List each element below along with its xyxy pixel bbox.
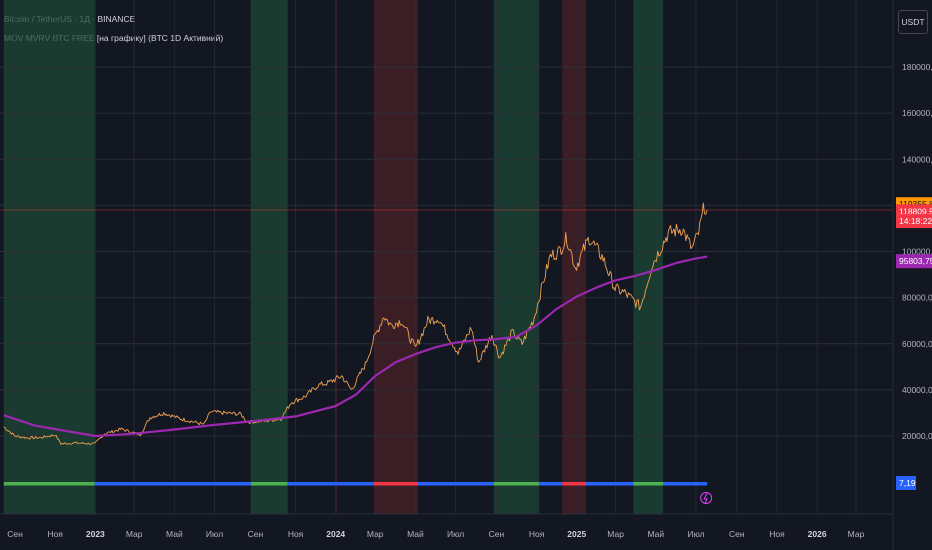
moving-average-series xyxy=(3,255,708,438)
price-tag-label: 14:18:22 xyxy=(899,216,932,226)
strip-tag-label: 7,19 xyxy=(899,478,916,488)
x-tick-label: Ноя xyxy=(47,529,63,539)
signal-strip xyxy=(3,482,713,504)
series-layer xyxy=(3,202,708,445)
indicator-title[interactable]: MOV MVRV BTC FREE [на графику] (BTC 1D А… xyxy=(4,33,224,43)
strip-segment-blue-5 xyxy=(418,482,494,486)
x-tick-label: 2025 xyxy=(567,529,586,539)
y-tick-label: 20000,00 xyxy=(902,431,932,441)
price-tag-bg-3 xyxy=(896,254,932,269)
zone-green-1 xyxy=(250,0,288,514)
x-tick-label: Май xyxy=(166,529,183,539)
price-tag-label: 119355,86 xyxy=(899,199,932,209)
x-tick-label: Июл xyxy=(687,529,704,539)
zone-green-4 xyxy=(493,0,540,514)
y-tick-label: 80000,00 xyxy=(902,293,932,303)
x-tick-label: Июл xyxy=(447,529,464,539)
x-tick-label: Июл xyxy=(206,529,223,539)
strip-segment-blue-1 xyxy=(94,482,251,486)
x-tick-label: Мар xyxy=(126,529,143,539)
x-tick-label: Ноя xyxy=(529,529,545,539)
x-tick-label: Сен xyxy=(7,529,23,539)
zone-green-6 xyxy=(633,0,664,514)
strip-segment-blue-9 xyxy=(585,482,634,486)
strip-tag-bg xyxy=(896,476,916,490)
strip-segment-green-0 xyxy=(3,482,95,486)
strip-segment-blue-7 xyxy=(539,482,563,486)
price-tag-label: 95803,75 xyxy=(899,256,932,266)
y-tick-label: 160000,00 xyxy=(902,108,932,118)
x-tick-label: Сен xyxy=(729,529,745,539)
price-tag-label: 118809,57 xyxy=(899,206,932,216)
grid-layer xyxy=(0,0,893,514)
y-tick-label: 60000,00 xyxy=(902,339,932,349)
x-tick-label: Май xyxy=(407,529,424,539)
strip-segment-blue-11 xyxy=(663,482,708,486)
lightning-bolt-icon xyxy=(703,492,708,504)
y-tick-label: 140000,00 xyxy=(902,154,932,164)
x-tick-label: 2023 xyxy=(86,529,105,539)
y-tick-label: 180000,00 xyxy=(902,62,932,72)
strip-segment-red-4 xyxy=(373,482,419,486)
x-tick-label: Ноя xyxy=(288,529,304,539)
strip-segment-red-8 xyxy=(562,482,586,486)
x-tick-label: Мар xyxy=(848,529,865,539)
x-tick-label: Мар xyxy=(367,529,384,539)
strip-segment-green-6 xyxy=(493,482,540,486)
zone-red-3 xyxy=(373,0,419,514)
x-tick-label: Сен xyxy=(489,529,505,539)
strip-segment-blue-3 xyxy=(287,482,374,486)
x-tick-label: Май xyxy=(647,529,664,539)
x-tick-label: Сен xyxy=(248,529,264,539)
x-tick-label: 2024 xyxy=(326,529,345,539)
zone-red-5 xyxy=(562,0,586,514)
strip-segment-green-10 xyxy=(633,482,664,486)
x-tick-label: Мар xyxy=(607,529,624,539)
zones-layer xyxy=(3,0,664,514)
lightning-icon xyxy=(700,492,713,504)
price-tag-bg-2 xyxy=(896,214,932,229)
price-tags: 119355,86118809,5714:18:22 95803,75 7,19 xyxy=(896,197,932,490)
x-tick-label: Ноя xyxy=(769,529,785,539)
x-tick-label: 2026 xyxy=(808,529,827,539)
y-tick-label: 40000,00 xyxy=(902,385,932,395)
strip-segment-green-2 xyxy=(250,482,288,486)
currency-button[interactable]: USDT xyxy=(898,10,928,34)
price-line-series xyxy=(3,202,708,445)
y-tick-label: 100000,00 xyxy=(902,247,932,257)
